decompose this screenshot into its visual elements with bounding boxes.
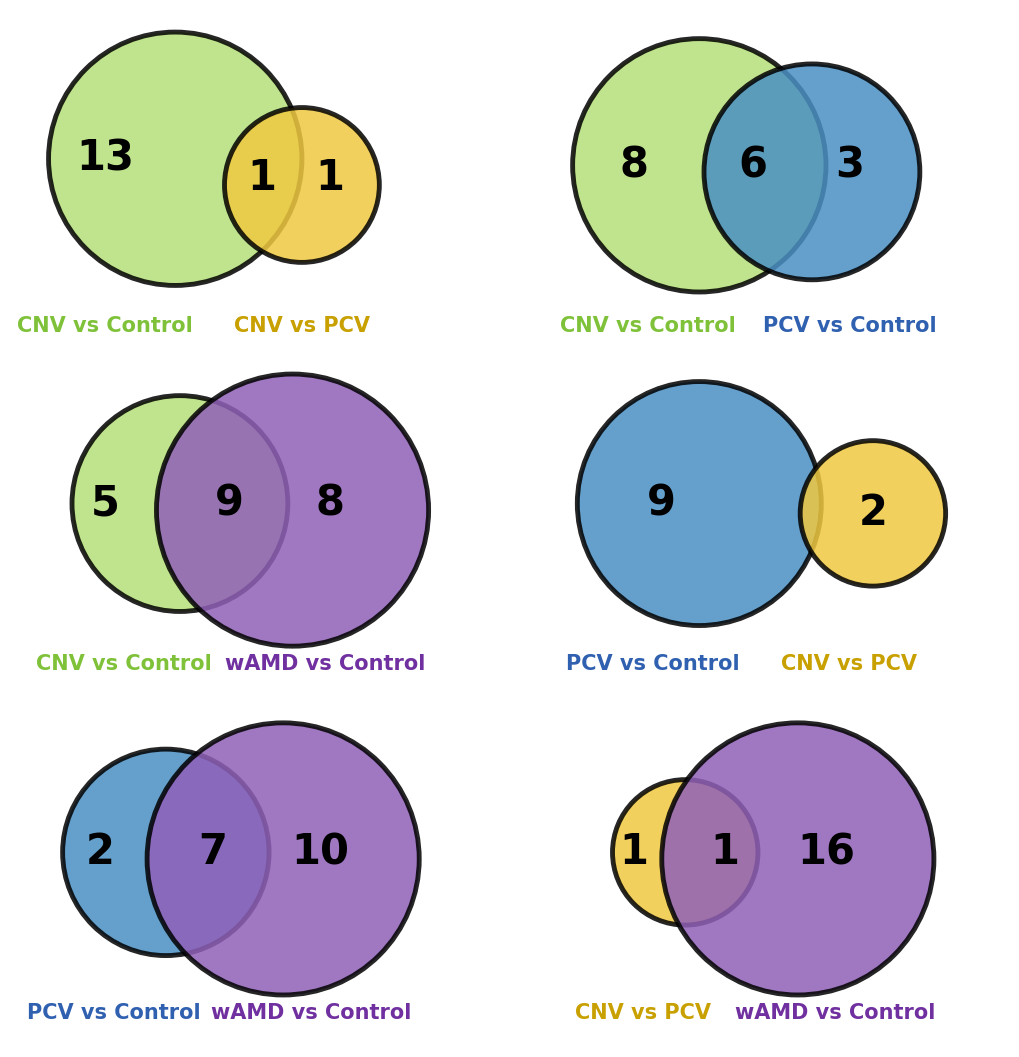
Ellipse shape — [62, 749, 269, 956]
Text: 5: 5 — [91, 483, 119, 524]
Text: wAMD vs Control: wAMD vs Control — [211, 1003, 411, 1023]
Ellipse shape — [661, 723, 933, 995]
Ellipse shape — [572, 39, 825, 292]
Ellipse shape — [147, 723, 419, 995]
Text: CNV vs Control: CNV vs Control — [559, 316, 735, 336]
Ellipse shape — [703, 64, 919, 280]
Text: PCV vs Control: PCV vs Control — [565, 654, 739, 674]
Text: 8: 8 — [315, 483, 344, 524]
Text: 16: 16 — [796, 832, 854, 873]
Text: 13: 13 — [75, 137, 133, 180]
Text: 6: 6 — [738, 145, 767, 186]
Text: 8: 8 — [619, 145, 647, 186]
Text: CNV vs PCV: CNV vs PCV — [575, 1003, 710, 1023]
Text: CNV vs Control: CNV vs Control — [36, 654, 211, 674]
Text: 1: 1 — [315, 157, 344, 200]
Ellipse shape — [800, 441, 945, 587]
Ellipse shape — [49, 32, 302, 285]
Text: 2: 2 — [858, 493, 887, 535]
Text: PCV vs Control: PCV vs Control — [28, 1003, 201, 1023]
Ellipse shape — [72, 395, 287, 611]
Ellipse shape — [612, 780, 757, 925]
Ellipse shape — [577, 382, 820, 626]
Text: 1: 1 — [710, 832, 739, 873]
Text: CNV vs Control: CNV vs Control — [17, 316, 193, 336]
Ellipse shape — [224, 108, 379, 262]
Text: 1: 1 — [248, 157, 276, 200]
Text: 7: 7 — [198, 832, 227, 873]
Text: wAMD vs Control: wAMD vs Control — [225, 654, 425, 674]
Text: 3: 3 — [835, 145, 863, 186]
Text: 9: 9 — [215, 483, 244, 524]
Text: 10: 10 — [291, 832, 350, 873]
Text: PCV vs Control: PCV vs Control — [762, 316, 935, 336]
Text: CNV vs PCV: CNV vs PCV — [233, 316, 370, 336]
Text: 1: 1 — [619, 832, 647, 873]
Text: 2: 2 — [86, 832, 114, 873]
Text: CNV vs PCV: CNV vs PCV — [781, 654, 916, 674]
Text: wAMD vs Control: wAMD vs Control — [735, 1003, 934, 1023]
Ellipse shape — [156, 374, 428, 646]
Text: 9: 9 — [647, 483, 676, 524]
